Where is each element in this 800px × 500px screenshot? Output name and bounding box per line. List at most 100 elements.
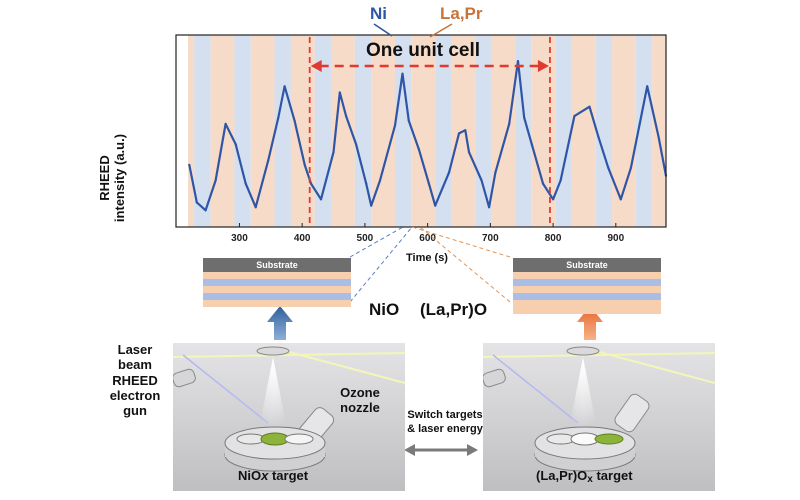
- rheed-point: [541, 182, 545, 185]
- rheed-point: [597, 135, 600, 138]
- lapro-connector-line: [411, 226, 511, 258]
- ozone-nozzle-line1: Ozone: [340, 385, 380, 400]
- lapr-pulse-band: [290, 35, 315, 227]
- nio-target-suffix: target: [268, 468, 309, 483]
- lapr-pulse-band: [612, 35, 636, 227]
- lapr-pulse-band: [371, 35, 396, 227]
- rheed-point: [224, 122, 227, 125]
- rheed-point: [523, 116, 526, 119]
- lapr-pulse-band: [411, 35, 436, 227]
- rheed-point: [195, 201, 198, 204]
- rheed-gun-line1: RHEED: [112, 373, 158, 388]
- ni-pulse-band: [595, 35, 613, 227]
- lapr-pulse-band: [188, 35, 195, 227]
- rheed-point: [447, 171, 451, 174]
- rheed-point: [309, 182, 313, 185]
- unit-cell-label: One unit cell: [366, 40, 481, 61]
- legend-ni-pointer: [373, 23, 393, 37]
- rheed-point: [277, 116, 280, 119]
- lapro-layer: [203, 300, 351, 307]
- nio-layer: [203, 293, 351, 300]
- ni-pulse-band: [194, 35, 211, 227]
- lapro-growth-arrow: [577, 306, 603, 340]
- lapro-chamber-photo: [483, 343, 715, 491]
- nio-layer: [513, 279, 661, 286]
- ni-pulse-band: [555, 35, 572, 227]
- ni-pulse-band: [354, 35, 372, 227]
- rheed-point: [244, 182, 247, 185]
- rheed-point: [417, 148, 420, 151]
- y-axis-label-line1: RHEED: [97, 155, 112, 201]
- rheed-point: [378, 179, 382, 182]
- x-tick-label: 600: [419, 233, 436, 244]
- x-tick-label: 800: [545, 233, 562, 244]
- ozone-nozzle-line2: nozzle: [340, 400, 380, 415]
- rheed-point: [552, 198, 555, 201]
- laser-beam-line2: beam: [118, 357, 152, 372]
- rheed-point: [457, 132, 461, 135]
- rheed-point: [407, 119, 410, 122]
- nio-target-label: NiOx target: [238, 468, 308, 483]
- laser-beam-line1: Laser: [117, 342, 153, 357]
- ni-pulse-band: [635, 35, 653, 227]
- rheed-point: [267, 159, 270, 162]
- rheed-gun-line3: gun: [123, 403, 147, 418]
- rheed-point: [488, 206, 491, 209]
- ozone-nozzle-label: Ozone nozzle: [330, 385, 390, 415]
- rheed-point: [607, 166, 610, 169]
- switch-targets-line2: & laser energy: [407, 423, 483, 435]
- rheed-point: [638, 122, 641, 125]
- y-axis-label: RHEED intensity (a.u.): [97, 108, 127, 248]
- nio-connector-line: [349, 226, 413, 303]
- legend-ni-label: Ni: [370, 4, 387, 23]
- x-tick-label: 400: [294, 233, 311, 244]
- rheed-point: [283, 85, 286, 88]
- rheed-point: [530, 143, 533, 146]
- ni-pulse-band: [395, 35, 412, 227]
- x-tick-label: 300: [231, 233, 248, 244]
- rheed-point: [393, 124, 397, 127]
- lapro-target-suffix: target: [592, 468, 633, 483]
- switch-targets-label: Switch targets & laser energy: [404, 408, 486, 436]
- substrate-label-right: Substrate: [513, 258, 661, 272]
- rheed-point: [480, 179, 483, 182]
- ni-pulse-band: [274, 35, 291, 227]
- rheed-point: [427, 182, 430, 185]
- rheed-point: [588, 105, 591, 108]
- rheed-point: [464, 129, 467, 132]
- rheed-point: [657, 135, 660, 138]
- rheed-point: [254, 206, 257, 209]
- x-tick-label: 900: [607, 233, 624, 244]
- lapro-layer: [513, 286, 661, 293]
- rheed-point: [332, 151, 335, 154]
- nio-layer: [203, 279, 351, 286]
- rheed-point: [573, 115, 576, 118]
- rheed-intensity-line: [188, 60, 668, 212]
- lapro-connector-line: [419, 226, 511, 303]
- lapro-layer: [203, 286, 351, 293]
- lapro-layer: [513, 307, 661, 314]
- rheed-point: [508, 122, 511, 125]
- lapr-pulse-band: [210, 35, 235, 227]
- nio-chamber-drawing: [173, 343, 405, 491]
- nio-connector-line: [349, 226, 404, 258]
- rheed-point: [494, 171, 497, 174]
- rheed-gun-line2: electron: [109, 388, 161, 403]
- plot-frame: [175, 34, 667, 228]
- ni-pulse-band: [234, 35, 251, 227]
- nio-layer: [513, 293, 661, 300]
- nio-target-x: x: [261, 468, 269, 483]
- nio-chamber-photo: [173, 343, 405, 491]
- legend-lapr-pointer: [429, 23, 453, 38]
- lapro-target-prefix: (La,Pr)O: [536, 468, 588, 483]
- ni-pulse-band: [475, 35, 492, 227]
- rheed-point: [516, 60, 520, 63]
- rheed-point: [345, 115, 348, 118]
- x-axis-label: Time (s): [406, 252, 448, 264]
- y-axis-label-line2: intensity (a.u.): [112, 133, 127, 223]
- rheed-point: [629, 166, 633, 169]
- lapro-layer: [513, 272, 661, 279]
- nio-growth-arrow: [267, 306, 293, 340]
- lapr-pulse-band: [652, 35, 666, 227]
- lapro-layer-stack: Substrate: [513, 258, 661, 314]
